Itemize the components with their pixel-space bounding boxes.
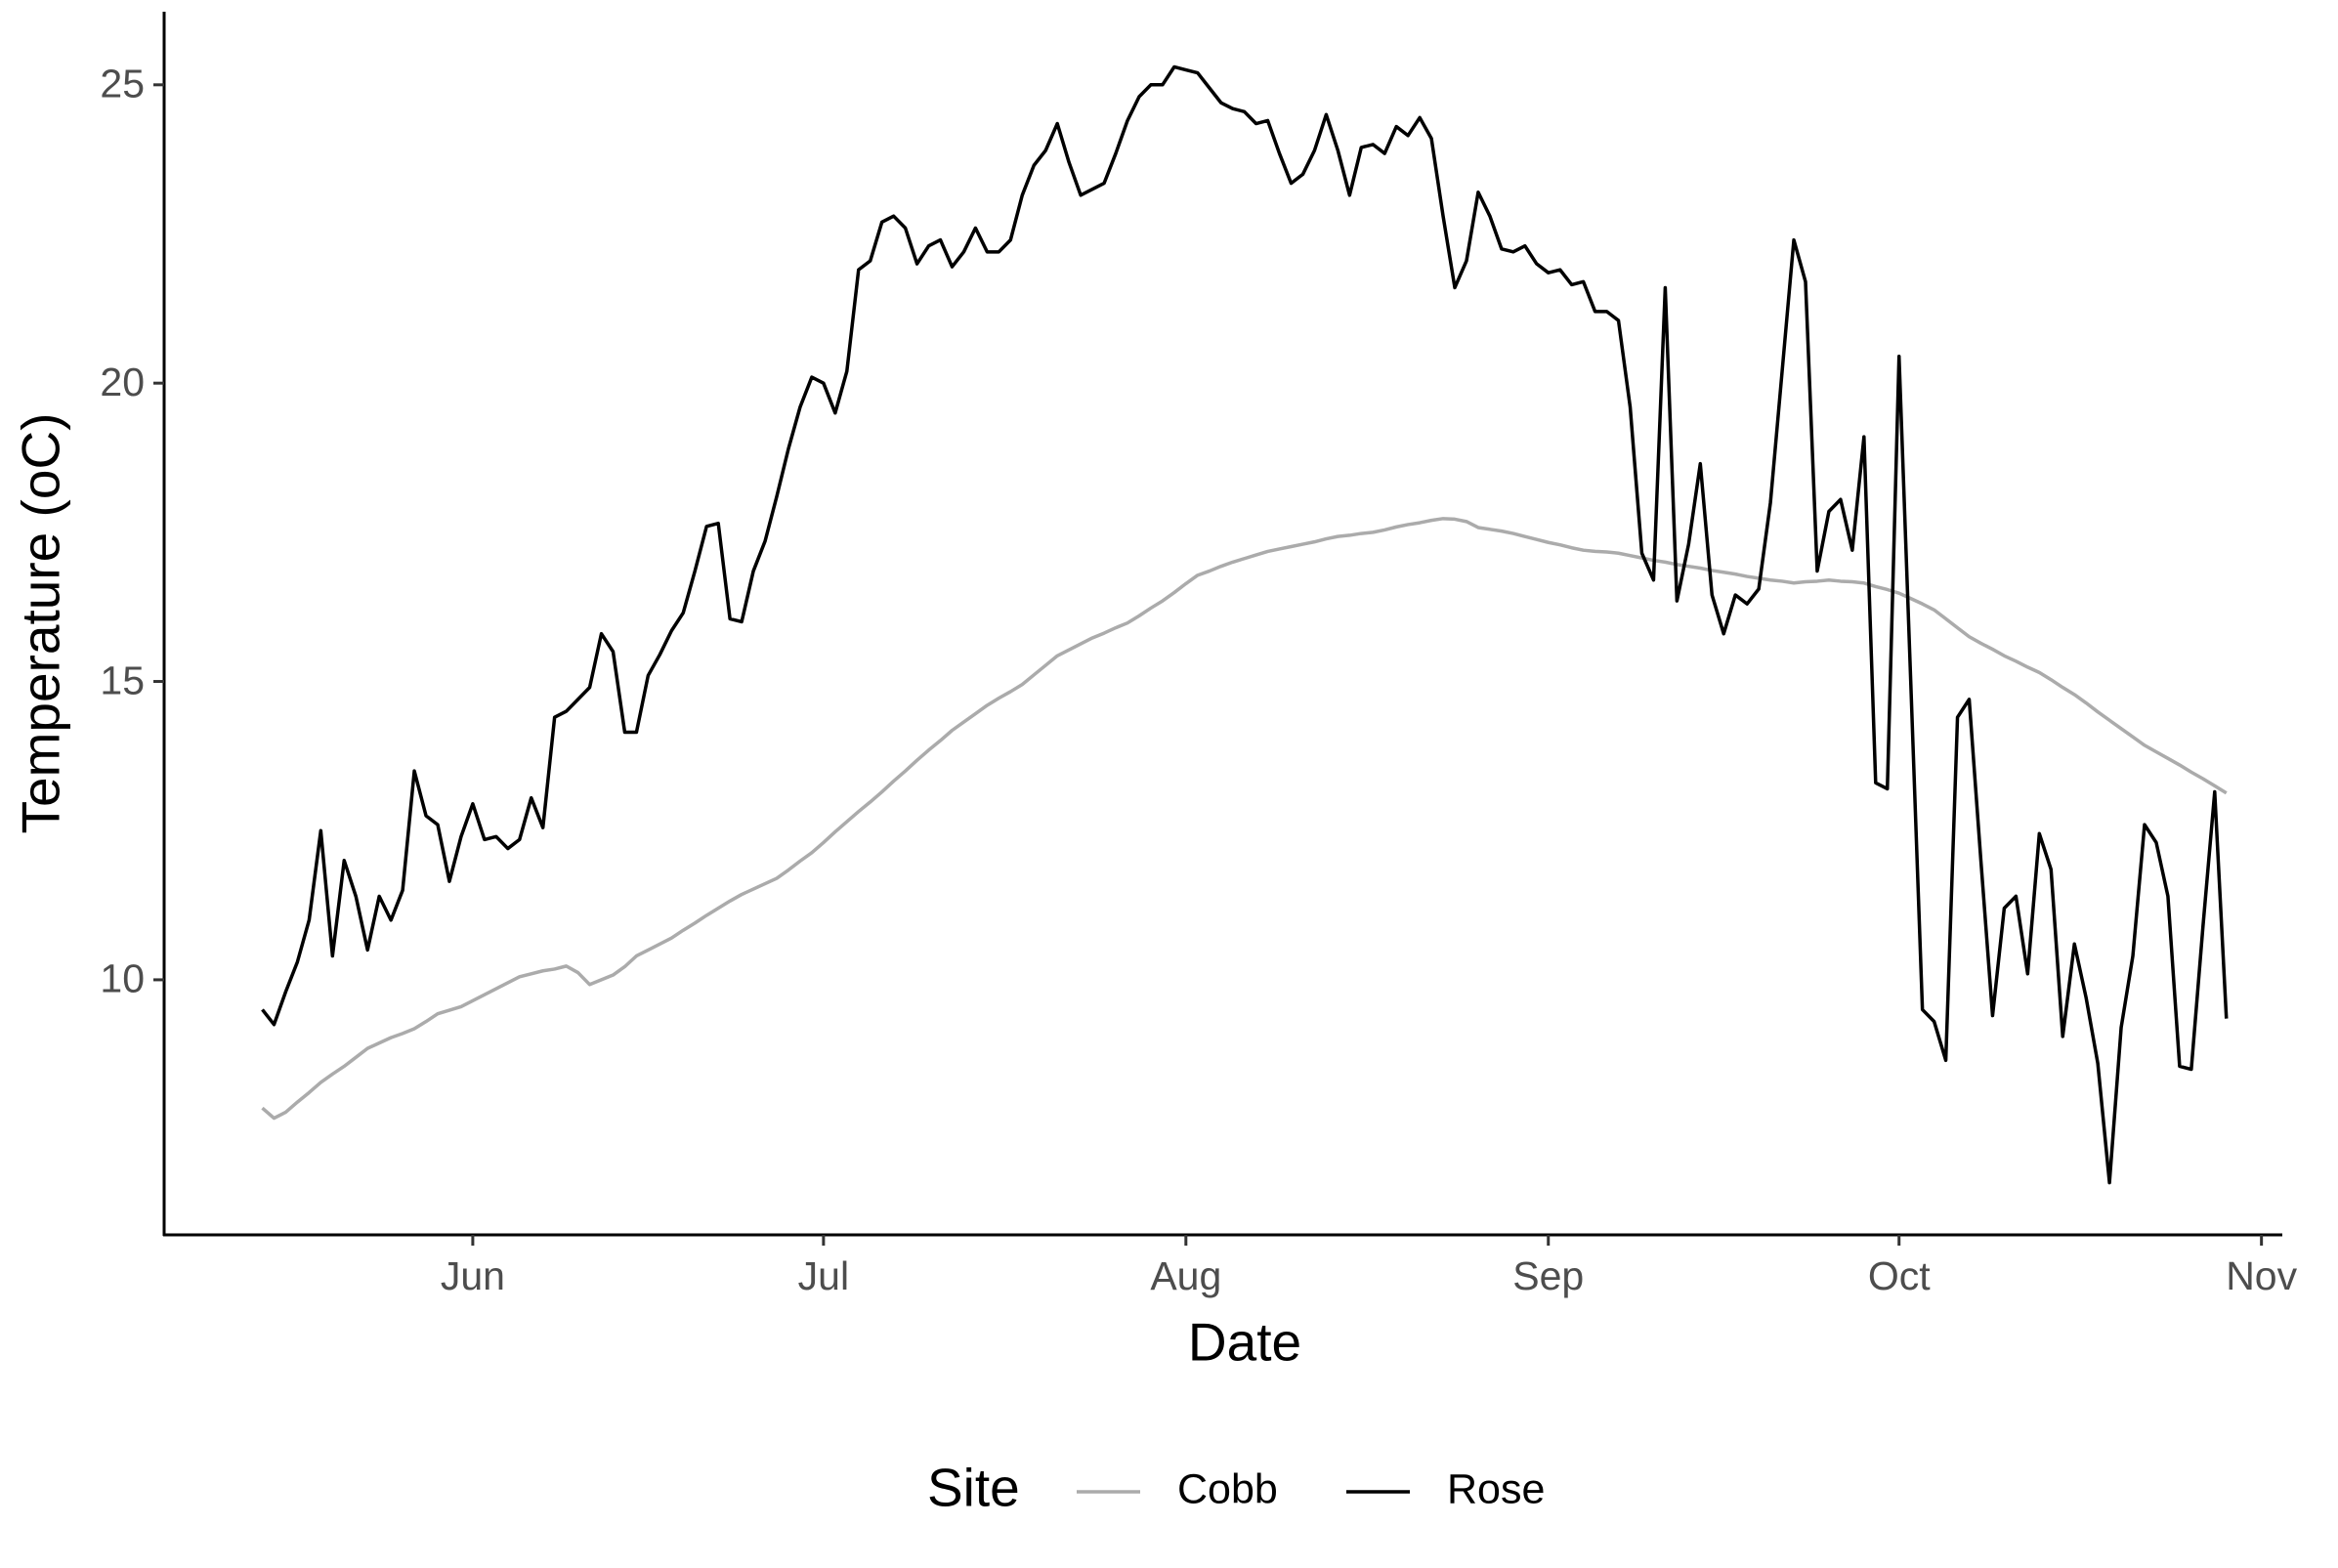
x-tick-label: Jul	[798, 1253, 849, 1298]
y-tick-label: 15	[100, 657, 145, 702]
x-tick-label: Oct	[1868, 1253, 1931, 1298]
y-tick-label: 20	[100, 360, 145, 404]
legend-label: Cobb	[1177, 1465, 1278, 1512]
series-line	[261, 64, 2229, 1185]
series-line	[261, 517, 2228, 1121]
x-tick-label: Jun	[441, 1253, 505, 1298]
y-tick-label: 10	[100, 956, 145, 1001]
x-tick-label: Nov	[2226, 1253, 2297, 1298]
legend-label: Rose	[1447, 1465, 1545, 1512]
x-tick-label: Aug	[1150, 1253, 1221, 1298]
x-axis-title: Date	[1188, 1312, 1301, 1373]
legend-title: Site	[927, 1458, 1020, 1518]
x-tick-label: Sep	[1512, 1253, 1584, 1298]
y-tick-label: 25	[100, 62, 145, 106]
y-axis-title: Temperature (oC)	[11, 413, 71, 834]
